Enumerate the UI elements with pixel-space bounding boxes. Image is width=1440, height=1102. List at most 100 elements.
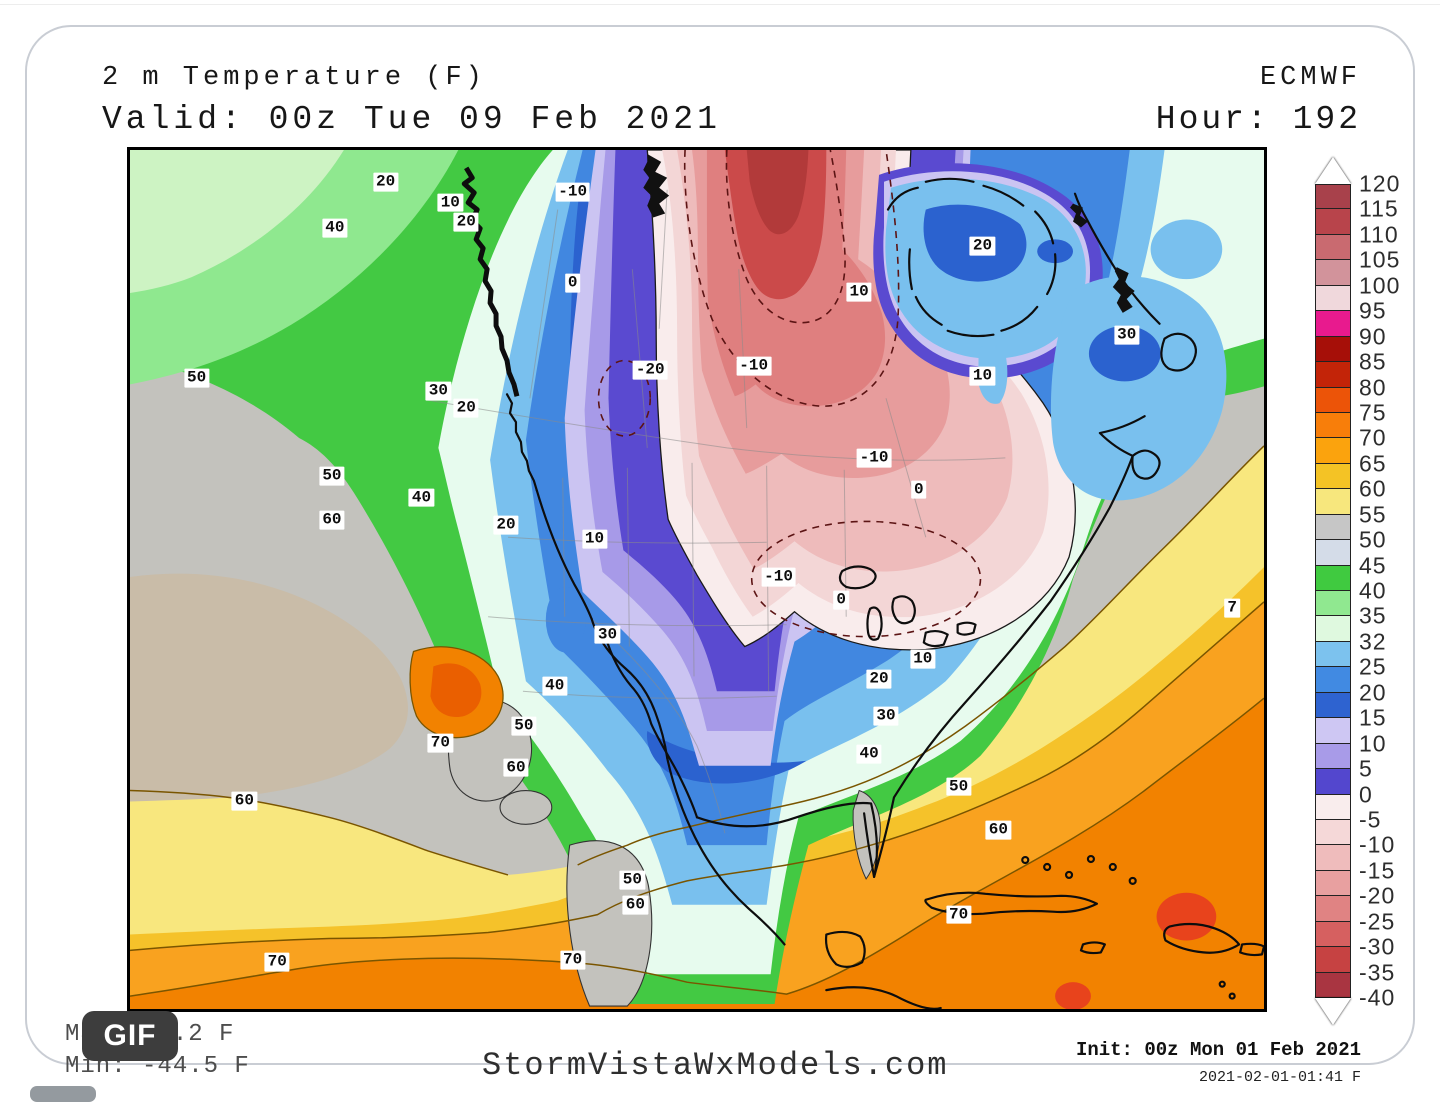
colorbar-segment <box>1315 769 1351 795</box>
timestamp-label: 2021-02-01-01:41 F <box>1198 1069 1361 1086</box>
colorbar-tick-label: 60 <box>1359 475 1387 502</box>
temperature-map: 20 10 20 -10 40 0 50 30 20 50 60 40 20 10 -20 -10 10 20 30… <box>127 147 1267 1012</box>
colorbar-segment <box>1315 412 1351 439</box>
contour-label: 50 <box>511 716 537 736</box>
colorbar-top-arrow <box>1315 157 1351 184</box>
colorbar-segment <box>1315 667 1351 693</box>
init-time-label: Init: 00z Mon 01 Feb 2021 <box>1075 1039 1361 1061</box>
contour-label: 60 <box>985 820 1011 840</box>
colorbar-segment <box>1315 234 1351 261</box>
colorbar-segment <box>1315 743 1351 770</box>
contour-label: 50 <box>946 777 972 796</box>
colorbar-segment <box>1315 947 1351 973</box>
colorbar-segment <box>1315 794 1351 820</box>
colorbar-bottom-arrow <box>1315 998 1351 1025</box>
colorbar-segment <box>1315 260 1351 286</box>
contour-label: 60 <box>319 511 345 530</box>
colorbar-tick-label: -5 <box>1359 806 1382 833</box>
colorbar-segment <box>1315 362 1351 388</box>
contour-label: 70 <box>427 733 453 753</box>
contour-label-layer: 20 10 20 -10 40 0 50 30 20 50 60 40 20 10 -20 -10 10 20 30… <box>130 150 1264 1009</box>
contour-label: 30 <box>425 381 451 401</box>
contour-label: 70 <box>946 905 972 925</box>
contour-label: 30 <box>873 706 899 726</box>
contour-label: -10 <box>761 567 796 587</box>
contour-label: 20 <box>453 398 479 418</box>
colorbar-tick-label: 35 <box>1359 602 1387 629</box>
colorbar-tick-label: 95 <box>1359 297 1387 324</box>
contour-label: 10 <box>910 650 936 669</box>
contour-label: 40 <box>408 488 435 507</box>
colorbar-tick-label: -40 <box>1359 984 1396 1011</box>
contour-label: 40 <box>542 676 568 696</box>
colorbar-tick-label: -10 <box>1359 831 1396 858</box>
colorbar-tick-label: -35 <box>1359 959 1396 986</box>
colorbar-tick-label: 85 <box>1359 348 1387 375</box>
colorbar-segment <box>1315 336 1351 363</box>
contour-label: 7 <box>1224 598 1240 618</box>
contour-label: 0 <box>833 590 850 610</box>
colorbar-tick-label: 32 <box>1359 628 1387 655</box>
colorbar-tick-label: 90 <box>1359 323 1387 350</box>
colorbar-segment <box>1315 819 1351 846</box>
contour-label: 60 <box>503 758 529 778</box>
contour-label: 40 <box>856 744 882 764</box>
forecast-card: 2 m Temperature (F) Valid: 00z Tue 09 Fe… <box>25 25 1415 1086</box>
contour-label: -10 <box>856 448 892 468</box>
contour-label: 40 <box>322 219 348 238</box>
next-card-peek <box>30 1086 96 1102</box>
contour-label: -20 <box>632 361 668 380</box>
contour-label: 10 <box>846 282 872 302</box>
colorbar-tick-label: 45 <box>1359 552 1387 579</box>
forecast-hour-label: Hour: 192 <box>1155 101 1361 138</box>
colorbar-tick-label: -30 <box>1359 933 1396 960</box>
colorbar-tick-label: 80 <box>1359 374 1387 400</box>
colorbar-tick-label: 65 <box>1359 450 1387 477</box>
contour-label: 70 <box>264 952 290 972</box>
contour-label: 20 <box>969 236 996 256</box>
colorbar-segment <box>1315 591 1351 617</box>
colorbar-segment <box>1315 540 1351 566</box>
site-watermark: StormVistaWxModels.com <box>482 1047 949 1084</box>
colorbar-tick-label: -15 <box>1359 857 1396 884</box>
colorbar-tick-label: 120 <box>1359 170 1401 197</box>
colorbar-segment <box>1315 870 1351 897</box>
colorbar-tick-label: 115 <box>1359 195 1399 222</box>
colorbar-tick-label: 100 <box>1359 272 1401 299</box>
colorbar-segment <box>1315 921 1351 948</box>
gif-badge[interactable]: GIF <box>82 1011 178 1061</box>
contour-label: 30 <box>1114 325 1140 345</box>
colorbar-segment <box>1315 972 1351 998</box>
colorbar-tick-label: 15 <box>1359 704 1387 731</box>
contour-label: -10 <box>555 182 591 202</box>
contour-label: 10 <box>437 193 463 213</box>
contour-label: 0 <box>564 273 581 293</box>
colorbar-tick-label: 75 <box>1359 399 1387 426</box>
contour-label: 10 <box>581 529 608 549</box>
colorbar-tick-label: 105 <box>1359 246 1401 273</box>
colorbar-tick-label: 10 <box>1359 730 1387 757</box>
colorbar-segment <box>1315 692 1351 719</box>
colorbar-segment <box>1315 311 1351 337</box>
colorbar-tick-label: 20 <box>1359 679 1387 706</box>
temperature-map-svg <box>130 150 1264 1009</box>
contour-label: 20 <box>373 172 399 192</box>
colorbar-segment <box>1315 718 1351 744</box>
colorbar-segment <box>1315 184 1351 210</box>
colorbar-segment <box>1315 463 1351 490</box>
colorbar-segment <box>1315 845 1351 871</box>
contour-label: 20 <box>493 515 519 535</box>
colorbar-tick-label: -25 <box>1359 908 1396 935</box>
contour-label: 50 <box>619 870 645 890</box>
contour-label: 60 <box>622 895 648 915</box>
colorbar-segment <box>1315 641 1351 668</box>
colorbar-tick-label: 5 <box>1359 755 1373 782</box>
colorbar-tick-label: -20 <box>1359 882 1396 909</box>
contour-label: 70 <box>560 950 586 970</box>
contour-label: 20 <box>866 669 892 689</box>
colorbar-segment <box>1315 514 1351 541</box>
colorbar-segment <box>1315 387 1351 413</box>
page-title: 2 m Temperature (F) <box>102 63 486 93</box>
colorbar-segment <box>1315 565 1351 591</box>
colorbar-segment <box>1315 616 1351 642</box>
